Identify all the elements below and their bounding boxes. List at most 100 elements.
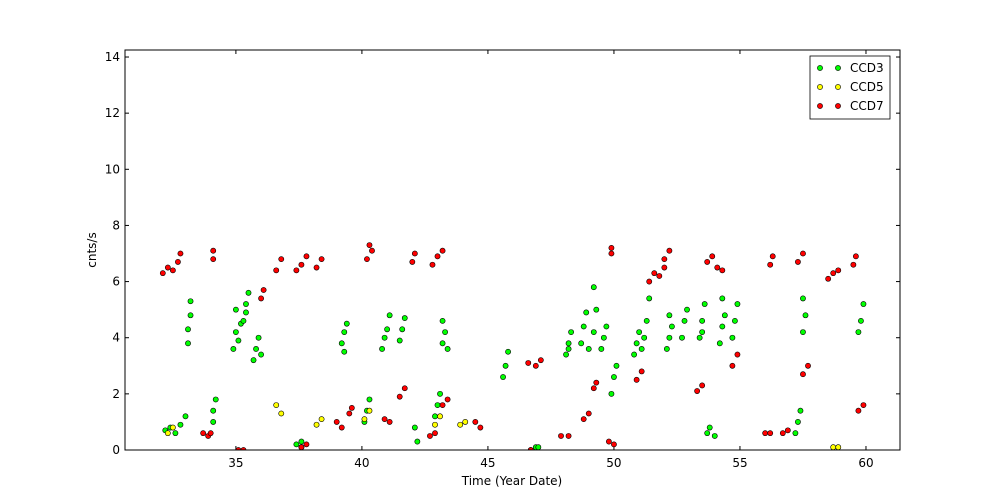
point [414,438,421,445]
point [699,382,706,389]
point [537,357,544,364]
point [699,329,706,336]
point [434,402,441,408]
point [366,407,373,414]
legend-label: CCD7 [850,99,884,113]
point [805,362,811,369]
point [714,264,721,271]
point [273,402,280,408]
point [384,326,391,333]
point [762,430,769,437]
point [411,424,418,431]
point [333,419,340,425]
point [462,419,469,425]
point [646,295,653,302]
point [855,329,862,336]
point [636,329,643,336]
point [535,444,542,450]
point [240,317,247,324]
point [661,264,668,271]
point [800,295,806,302]
point [633,340,640,347]
point [669,323,675,330]
point [172,430,179,437]
point [729,334,736,341]
point [442,329,448,336]
point [255,334,262,341]
point [361,416,368,423]
point [532,362,539,369]
point [860,301,867,307]
point [830,270,837,277]
legend-marker [835,65,841,71]
point [396,337,403,344]
point [401,385,408,392]
point [437,413,443,420]
point [409,259,416,265]
point [585,346,592,352]
point [684,306,690,313]
y-tick-label: 6 [112,275,120,289]
point [716,340,723,347]
point [855,407,862,414]
point [177,421,184,428]
point [258,295,264,302]
point [580,416,587,423]
point [210,419,217,425]
point [432,421,438,428]
point [343,320,350,327]
point [858,317,864,324]
point [590,385,597,392]
point [232,306,239,313]
point [830,444,837,450]
point [578,340,585,347]
point [243,309,249,316]
point [258,351,264,358]
point [638,346,645,352]
point [613,362,620,369]
point [439,402,446,408]
point [200,430,207,437]
x-tick-label: 40 [354,456,369,470]
point [631,351,638,358]
point [641,334,648,341]
point [611,374,617,380]
point [651,270,658,277]
y-axis-label: cnts/s [85,232,99,267]
point [243,301,249,307]
x-tick-label: 50 [606,456,621,470]
point [769,253,776,260]
point [439,247,446,254]
point [429,261,436,268]
point [396,393,403,400]
legend-marker [817,84,823,90]
point [732,317,738,324]
point [734,301,741,307]
point [401,315,408,321]
point [278,256,285,263]
point [386,419,393,425]
point [185,326,191,333]
point [719,267,726,274]
y-tick-label: 2 [112,387,120,401]
point [164,264,171,271]
point [432,413,438,420]
point [729,362,736,369]
point [477,424,484,431]
point [439,340,446,347]
point [313,264,320,271]
point [565,433,572,439]
point [313,421,320,428]
point [411,250,418,257]
point [681,317,688,324]
point [260,287,267,293]
point [661,256,668,263]
point [666,312,673,319]
point [767,430,774,437]
legend-label: CCD5 [850,80,884,94]
point [835,267,842,274]
point [568,329,574,336]
point [364,256,370,263]
point [666,247,673,254]
point [472,419,479,425]
